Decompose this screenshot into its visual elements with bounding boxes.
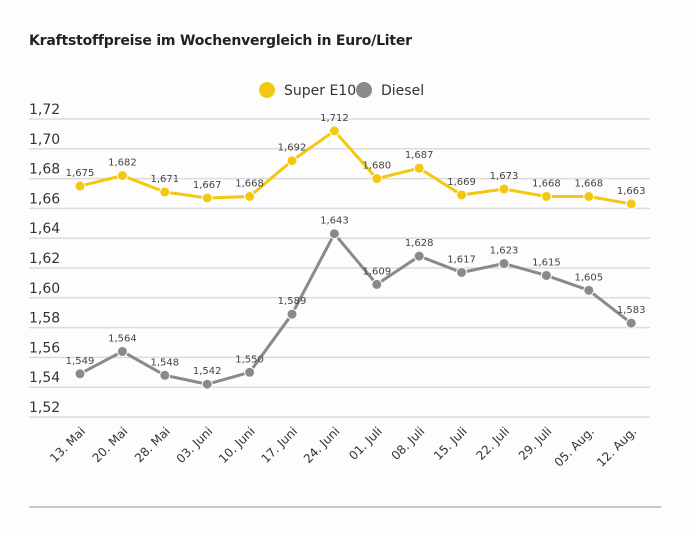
data-point [413, 162, 425, 174]
data-label: 1,623 [490, 246, 519, 257]
series-line [79, 232, 633, 386]
data-label: 1,668 [574, 178, 603, 189]
y-tick-label: 1,72 [29, 102, 60, 118]
data-point [540, 190, 552, 202]
data-label: 1,668 [235, 178, 264, 189]
legend-label-super-e10: Super E10 [284, 83, 356, 99]
data-point [159, 186, 171, 198]
x-tick-label: 22. Juli [473, 424, 512, 463]
y-tick-label: 1,58 [29, 311, 60, 327]
data-label: 1,671 [150, 174, 179, 185]
data-label: 1,675 [66, 168, 95, 179]
data-point [583, 190, 595, 202]
y-tick-label: 1,54 [29, 370, 60, 386]
y-tick-label: 1,60 [29, 281, 60, 297]
data-point [498, 258, 510, 270]
data-point [583, 284, 595, 296]
data-label: 1,605 [574, 272, 603, 283]
data-label: 1,712 [320, 113, 349, 124]
data-label: 1,682 [108, 158, 137, 169]
series-diesel: 1,549 1,564 1,548 1,542 1,550 1,589 1,643 1,609… [66, 216, 646, 390]
y-tick-label: 1,62 [29, 251, 60, 267]
y-tick-label: 1,70 [29, 132, 60, 148]
data-label: 1,628 [405, 238, 434, 249]
x-tick-label: 29. Juli [516, 424, 555, 463]
data-label: 1,583 [617, 305, 646, 316]
legend-marker-diesel [356, 82, 372, 98]
x-tick-label: 20. Mai [90, 424, 131, 465]
x-tick-label: 24. Juni [301, 424, 343, 466]
data-label: 1,663 [617, 186, 646, 197]
x-tick-label: 10. Juni [216, 424, 258, 466]
data-point [201, 192, 213, 204]
data-point [371, 278, 383, 290]
data-point [286, 155, 298, 167]
x-tick-label: 08. Juli [389, 424, 428, 463]
data-label: 1,589 [278, 296, 307, 307]
data-label: 1,549 [66, 356, 95, 367]
legend-label-diesel: Diesel [381, 83, 424, 99]
legend-marker-super-e10 [259, 82, 275, 98]
y-tick-label: 1,52 [29, 400, 60, 416]
data-label: 1,615 [532, 257, 561, 268]
chart-title: Kraftstoffpreise im Wochenvergleich in E… [29, 33, 412, 49]
data-label: 1,550 [235, 354, 264, 365]
data-point [244, 366, 256, 378]
data-point [456, 189, 468, 201]
data-point [371, 173, 383, 185]
x-tick-label: 12. Aug. [594, 424, 639, 469]
y-tick-label: 1,68 [29, 162, 60, 178]
data-point [625, 198, 637, 210]
data-point [540, 269, 552, 281]
data-label: 1,687 [405, 150, 434, 161]
x-tick-label: 17. Juni [258, 424, 300, 466]
legend: Super E10 Diesel [259, 82, 424, 99]
data-label: 1,673 [490, 171, 519, 182]
data-point [201, 378, 213, 390]
data-label: 1,643 [320, 216, 349, 227]
data-label: 1,668 [532, 178, 561, 189]
data-label: 1,680 [362, 161, 391, 172]
data-point [625, 317, 637, 329]
data-label: 1,669 [447, 177, 476, 188]
x-tick-label: 28. Mai [132, 424, 173, 465]
data-label: 1,548 [150, 357, 179, 368]
data-point [328, 228, 340, 240]
x-tick-label: 01. Juli [346, 424, 385, 463]
data-point [413, 250, 425, 262]
data-label: 1,692 [278, 143, 307, 154]
data-point [244, 190, 256, 202]
series-super-e10: 1,675 1,682 1,671 1,667 1,668 1,692 1,712 1,680… [66, 113, 646, 210]
y-tick-label: 1,64 [29, 221, 60, 237]
data-label: 1,609 [362, 266, 391, 277]
data-point [74, 368, 86, 380]
x-tick-label: 15. Juli [431, 424, 470, 463]
data-label: 1,667 [193, 180, 222, 191]
data-point [286, 308, 298, 320]
data-label: 1,617 [447, 254, 476, 265]
data-label: 1,564 [108, 333, 137, 344]
y-axis-ticks: 1,72 1,70 1,68 1,66 1,64 1,62 1,60 1,58 1,56 1,54… [29, 102, 60, 416]
data-point [328, 125, 340, 137]
y-tick-label: 1,66 [29, 191, 60, 207]
data-point [74, 180, 86, 192]
x-tick-label: 05. Aug. [552, 424, 597, 469]
series-group: 1,675 1,682 1,671 1,667 1,668 1,692 1,712 1,680… [66, 113, 646, 390]
data-point [498, 183, 510, 195]
data-point [456, 266, 468, 278]
data-point [116, 170, 128, 182]
y-tick-label: 1,56 [29, 340, 60, 356]
data-label: 1,542 [193, 366, 222, 377]
x-tick-label: 13. Mai [47, 424, 88, 465]
x-tick-label: 03. Juni [174, 424, 216, 466]
data-point [116, 345, 128, 357]
x-axis-ticks: 13. Mai 20. Mai 28. Mai 03. Juni 10. Juni 17.… [47, 424, 639, 469]
data-point [159, 369, 171, 381]
series-line [79, 129, 632, 206]
